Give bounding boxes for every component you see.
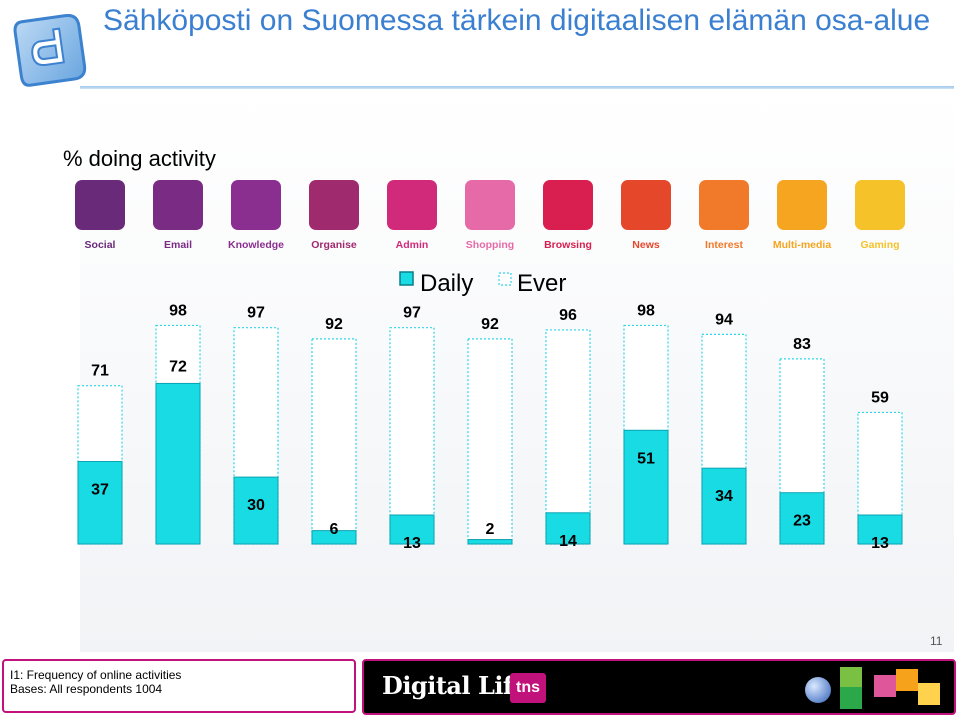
legend-daily-label: Daily <box>420 270 473 297</box>
daily-value-label: 23 <box>793 513 811 530</box>
bases-note: Bases: All respondents 1004 <box>10 682 163 696</box>
daily-bar <box>623 429 669 545</box>
gamepad-icon <box>855 180 905 230</box>
category-label-shopping: Shopping <box>466 239 514 251</box>
ever-value-label: 83 <box>793 336 811 353</box>
daily-bar <box>545 512 591 545</box>
daily-value-label: 13 <box>871 535 889 552</box>
category-label-email: Email <box>164 239 192 251</box>
category-label-admin: Admin <box>396 239 429 251</box>
ever-value-label: 94 <box>715 311 733 328</box>
ever-value-label: 97 <box>403 305 421 322</box>
daily-bar <box>389 514 435 545</box>
daily-bar <box>467 539 513 545</box>
chart-subtitle: % doing activity <box>63 146 216 171</box>
brand-logo: Digital Life <box>382 671 528 700</box>
page-title: Sähköposti on Suomessa tärkein digitaali… <box>103 4 931 37</box>
cart-icon <box>465 180 515 230</box>
video-camera-icon <box>777 180 827 230</box>
envelope-icon <box>153 180 203 230</box>
category-label-organise: Organise <box>311 239 357 251</box>
daily-bar <box>233 476 279 545</box>
daily-bar <box>155 382 201 545</box>
square-icon <box>896 669 918 691</box>
daily-bar <box>857 514 903 545</box>
globe-icon <box>805 677 831 703</box>
ever-value-label: 96 <box>559 307 577 324</box>
square-icon <box>918 683 940 705</box>
tns-logo: tns <box>510 673 546 703</box>
square-icon <box>840 667 862 689</box>
category-label-social: Social <box>85 239 116 251</box>
document-icon <box>387 180 437 230</box>
daily-value-label: 34 <box>715 488 733 505</box>
heart-icon <box>699 180 749 230</box>
square-icon <box>840 687 862 709</box>
question-note: I1: Frequency of online activities <box>10 668 182 682</box>
calendar-icon <box>309 180 359 230</box>
category-label-knowledge: Knowledge <box>228 239 284 251</box>
daily-value-label: 37 <box>91 481 109 498</box>
page-number: 11 <box>930 634 943 648</box>
daily-value-label: 51 <box>637 450 655 467</box>
category-label-browsing: Browsing <box>544 239 592 251</box>
daily-value-label: 13 <box>403 535 421 552</box>
daily-value-label: 72 <box>169 358 187 375</box>
daily-bar <box>311 530 357 545</box>
legend-ever-label: Ever <box>517 270 566 297</box>
ever-bar <box>389 327 435 545</box>
daily-value-label: 6 <box>330 521 339 538</box>
category-label-multi-media: Multi-media <box>773 239 831 251</box>
daily-value-label: 30 <box>247 497 265 514</box>
category-label-gaming: Gaming <box>860 239 899 251</box>
brand-bar: Digital Life tns <box>362 659 956 715</box>
daily-bar <box>779 492 825 545</box>
daily-value-label: 14 <box>559 533 577 550</box>
ever-value-label: 98 <box>169 302 187 319</box>
square-icon <box>874 675 896 697</box>
ever-value-label: 59 <box>871 389 889 406</box>
ever-value-label: 92 <box>481 316 499 333</box>
title-divider <box>80 86 954 89</box>
logo-icon <box>13 13 87 87</box>
ever-value-label: 97 <box>247 305 265 322</box>
ever-bar <box>467 338 513 545</box>
category-label-interest: Interest <box>705 239 743 251</box>
daily-bar <box>77 460 123 545</box>
people-icon <box>75 180 125 230</box>
footnote-box: I1: Frequency of online activities Bases… <box>2 659 356 713</box>
ever-value-label: 71 <box>91 363 109 380</box>
ever-value-label: 92 <box>325 316 343 333</box>
legend-daily-swatch <box>399 271 414 286</box>
magnifier-icon <box>543 180 593 230</box>
ever-value-label: 98 <box>637 302 655 319</box>
ever-bar <box>545 329 591 545</box>
ever-bar <box>311 338 357 545</box>
atom-icon <box>621 180 671 230</box>
info-icon <box>231 180 281 230</box>
category-label-news: News <box>632 239 660 251</box>
daily-value-label: 2 <box>486 521 495 538</box>
legend-ever-swatch <box>498 272 512 286</box>
daily-bar <box>701 467 747 545</box>
